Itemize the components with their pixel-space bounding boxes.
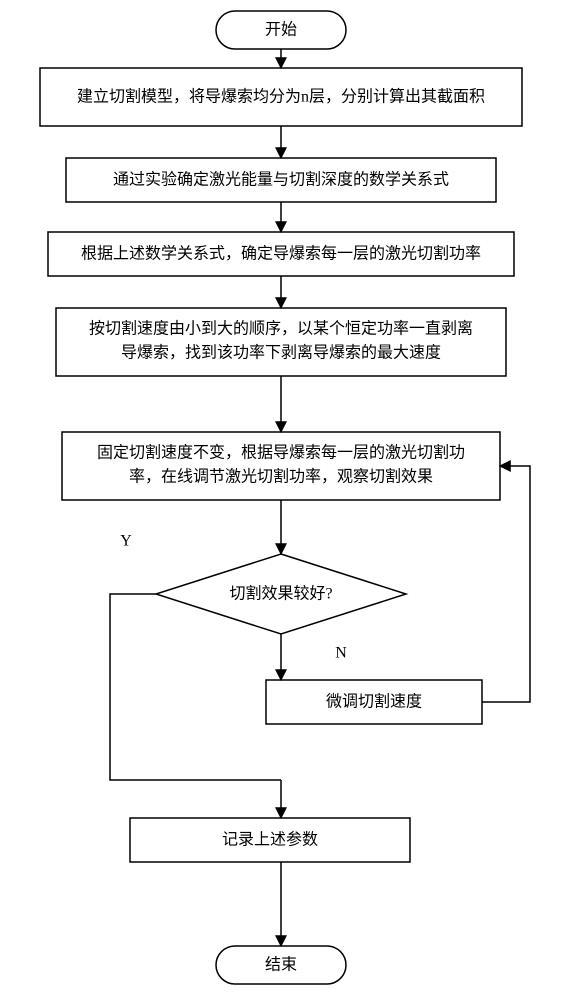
adjust-box: 微调切割速度 <box>266 680 482 724</box>
step1-box: 建立切割模型，将导爆索均分为n层，分别计算出其截面积 <box>40 68 522 126</box>
record-box: 记录上述参数 <box>130 818 410 862</box>
end-node: 结束 <box>216 946 346 984</box>
adjust-text: 微调切割速度 <box>326 693 422 711</box>
step4-text-l2: 导爆索，找到该功率下剥离导爆索的最大速度 <box>121 343 441 362</box>
decision-node: 切割效果较好? <box>156 554 406 634</box>
decision-text: 切割效果较好? <box>229 585 332 603</box>
start-node: 开始 <box>216 11 346 49</box>
step3-box: 根据上述数学关系式，确定导爆索每一层的激光切割功率 <box>48 232 514 276</box>
end-label: 结束 <box>265 956 297 974</box>
start-label: 开始 <box>265 21 297 39</box>
step4-box: 按切割速度由小到大的顺序，以某个恒定功率一直剥离 导爆索，找到该功率下剥离导爆索… <box>56 308 506 376</box>
step2-text: 通过实验确定激光能量与切割深度的数学关系式 <box>113 171 449 189</box>
record-text: 记录上述参数 <box>222 831 318 849</box>
yes-label: Y <box>120 533 132 550</box>
no-label: N <box>335 645 347 662</box>
step5-text-l2: 率，在线调节激光切割功率，观察切割效果 <box>129 468 433 486</box>
step1-text: 建立切割模型，将导爆索均分为n层，分别计算出其截面积 <box>77 87 485 106</box>
step5-text-l1: 固定切割速度不变，根据导爆索每一层的激光切割功 <box>97 443 465 462</box>
step3-text: 根据上述数学关系式，确定导爆索每一层的激光切割功率 <box>81 244 481 263</box>
flowchart: 开始 建立切割模型，将导爆索均分为n层，分别计算出其截面积 通过实验确定激光能量… <box>0 0 562 1000</box>
step2-box: 通过实验确定激光能量与切割深度的数学关系式 <box>66 158 496 202</box>
step4-text-l1: 按切割速度由小到大的顺序，以某个恒定功率一直剥离 <box>89 320 473 338</box>
step5-box: 固定切割速度不变，根据导爆索每一层的激光切割功 率，在线调节激光切割功率，观察切… <box>62 432 500 500</box>
